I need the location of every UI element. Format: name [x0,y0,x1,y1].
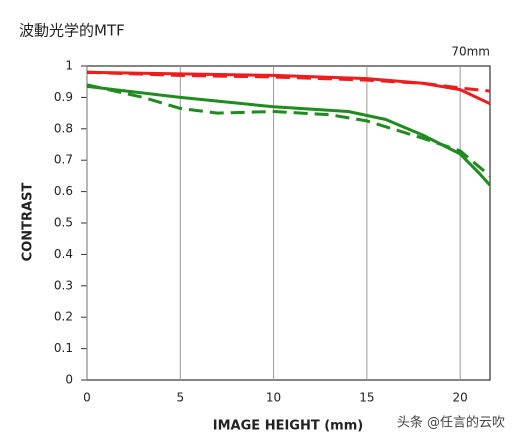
x-tick-label: 20 [453,391,468,405]
y-tick-label: 0.9 [54,90,73,104]
y-tick-label: 0.4 [54,247,73,261]
x-tick-label: 10 [266,391,281,405]
x-axis-label: IMAGE HEIGHT (mm) [213,419,363,434]
x-tick-label: 15 [359,391,374,405]
y-tick-label: 0 [65,373,73,387]
mtf-line [86,83,491,178]
chart-subtitle: 70mm [451,45,490,59]
mtf-line [86,84,492,187]
y-tick-label: 0.1 [54,341,73,355]
y-tick-label: 0.2 [54,310,73,324]
y-tick-label: 0.7 [54,153,73,167]
plot-frame [86,65,491,381]
y-axis-label: CONTRAST [21,183,36,262]
y-tick-label: 0.5 [54,216,73,230]
y-tick-label: 0.3 [54,278,73,292]
x-tick-label: 5 [176,391,184,405]
watermark: 头条 @任言的云吹 [397,415,505,431]
y-tick-label: 1 [65,59,73,73]
mtf-line [86,70,491,93]
page-title: 波動光学的MTF [19,22,125,40]
x-tick-label: 0 [83,391,91,405]
y-tick-label: 0.8 [54,121,73,135]
y-tick-label: 0.6 [54,184,73,198]
